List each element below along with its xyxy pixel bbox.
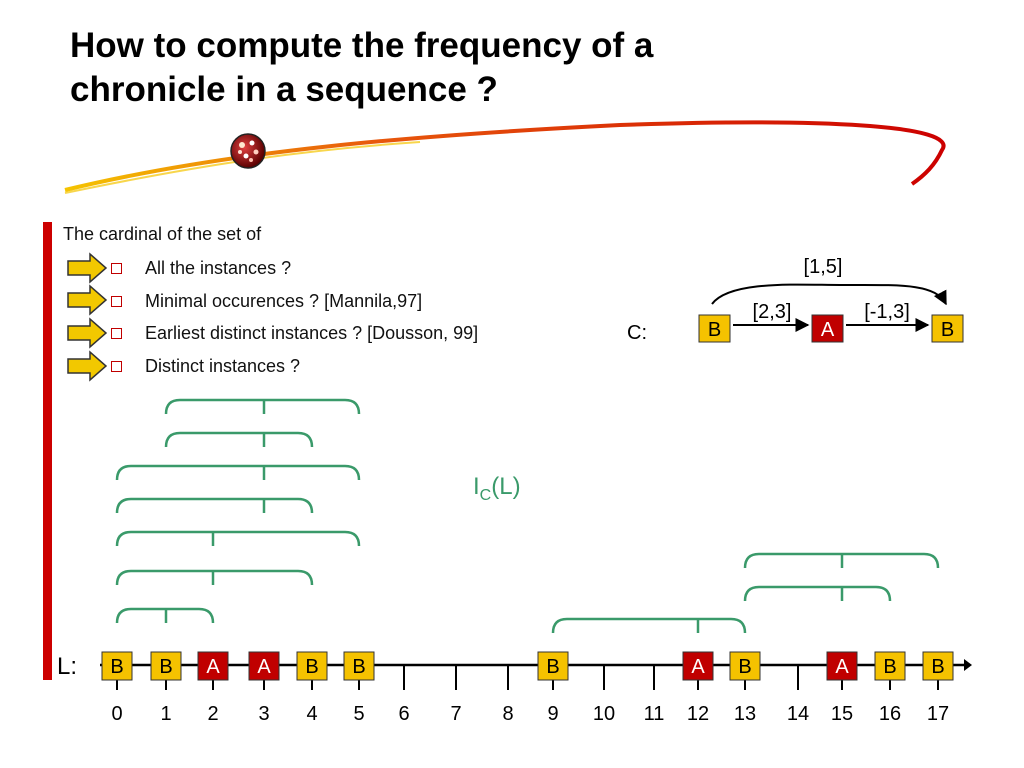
checkbox-bullet-icon	[111, 361, 122, 372]
event-label: B	[546, 656, 559, 678]
tick-label: 6	[398, 703, 409, 725]
event-label: A	[206, 656, 220, 678]
logo-icon	[230, 133, 266, 169]
event-box-a	[248, 651, 280, 681]
sequence-label: L:	[57, 653, 77, 680]
bullet-lead: The cardinal of the set of	[63, 224, 262, 244]
event-label: A	[835, 656, 849, 678]
instance-bracket	[164, 398, 361, 415]
title-line-1: How to compute the frequency of a	[70, 26, 654, 65]
title-line-2: chronicle in a sequence ?	[70, 70, 498, 109]
tick-label: 17	[927, 703, 949, 725]
event-label: B	[738, 656, 751, 678]
chronicle-graph: C: B A B [2,3] [-1,3] [1,5]	[627, 256, 964, 344]
instance-bracket	[115, 569, 314, 586]
chronicle-event-b2: B	[941, 319, 954, 341]
event-box-b	[922, 651, 954, 681]
tick-label: 2	[207, 703, 218, 725]
tick-label: 16	[879, 703, 901, 725]
event-label: B	[110, 656, 123, 678]
event-box-b	[150, 651, 182, 681]
bullet-item-1: All the instances ?	[145, 258, 292, 278]
instance-bracket	[743, 585, 892, 602]
bullet-arrow-icon	[67, 284, 108, 316]
bullet-arrow-icon	[67, 350, 108, 382]
constraint-a-b: [-1,3]	[864, 301, 910, 323]
tick-label: 10	[593, 703, 615, 725]
bullet-item-4: Distinct instances ?	[145, 356, 301, 376]
tick-label: 1	[160, 703, 171, 725]
event-box-a	[682, 651, 714, 681]
chronicle-label: C:	[627, 322, 647, 344]
bullet-item-2: Minimal occurences ? [Mannila,97]	[145, 291, 423, 311]
event-box-b	[343, 651, 375, 681]
instance-bracket	[115, 464, 361, 481]
left-accent-bar	[43, 222, 52, 680]
tick-label: 8	[502, 703, 513, 725]
event-box-b	[729, 651, 761, 681]
event-box-b	[537, 651, 569, 681]
tick-label: 13	[734, 703, 756, 725]
event-box-b	[874, 651, 906, 681]
tick-label: 7	[450, 703, 461, 725]
instance-bracket	[551, 617, 747, 634]
slide-title: How to compute the frequency of a chroni…	[70, 24, 970, 112]
tick-label: 14	[787, 703, 809, 725]
constraint-b-b: [1,5]	[804, 256, 843, 278]
tick-label: 9	[547, 703, 558, 725]
constraint-b-a: [2,3]	[753, 301, 792, 323]
tick-label: 5	[353, 703, 364, 725]
checkbox-bullet-icon	[111, 328, 122, 339]
tick-label: 12	[687, 703, 709, 725]
instance-bracket	[115, 497, 314, 514]
bullet-item-3: Earliest distinct instances ? [Dousson, …	[145, 323, 479, 343]
instance-bracket	[115, 530, 361, 547]
chronicle-event-b1: B	[708, 319, 721, 341]
checkbox-bullet-icon	[111, 296, 122, 307]
bullet-arrow-icon	[67, 317, 108, 349]
tick-label: 3	[258, 703, 269, 725]
tick-label: 11	[644, 703, 665, 725]
event-box-b	[296, 651, 328, 681]
tick-label: 0	[111, 703, 122, 725]
tick-label: 4	[306, 703, 317, 725]
event-label: B	[931, 656, 944, 678]
event-label: A	[257, 656, 271, 678]
event-box-a	[826, 651, 858, 681]
event-label: B	[883, 656, 896, 678]
chronicle-event-a: A	[821, 319, 835, 341]
tick-label: 15	[831, 703, 853, 725]
bullet-arrow-icon	[67, 252, 108, 284]
event-box-b	[101, 651, 133, 681]
instances-set-label: IC(L)	[473, 473, 521, 504]
title-swoosh	[64, 120, 946, 192]
checkbox-bullet-icon	[111, 263, 122, 274]
instance-bracket	[164, 431, 314, 448]
event-box-a	[197, 651, 229, 681]
event-label: B	[159, 656, 172, 678]
event-label: B	[352, 656, 365, 678]
timeline	[100, 659, 972, 671]
event-label: A	[691, 656, 705, 678]
event-label: B	[305, 656, 318, 678]
